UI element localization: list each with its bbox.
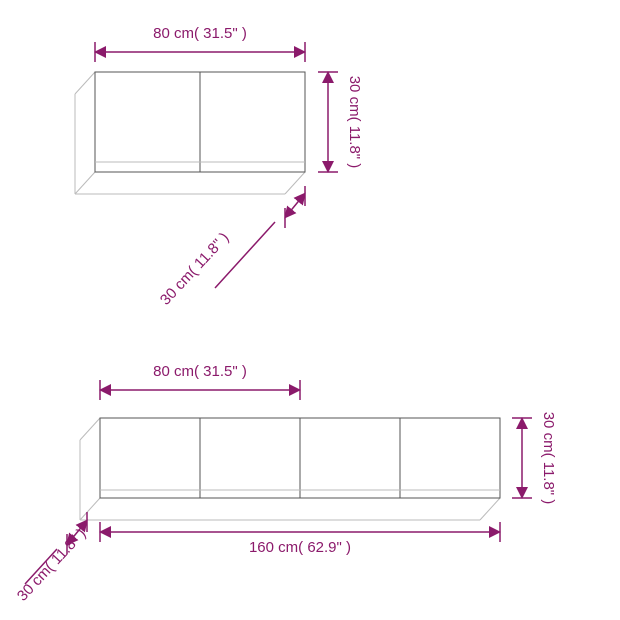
bottom-height-label: 30 cm( 11.8" ) [540,412,557,505]
top-height-label: 30 cm( 11.8" ) [346,76,363,169]
top-depth-label: 30 cm( 11.8" ) [157,229,233,308]
top-depth-dim: 30 cm( 11.8" ) [157,186,305,309]
bottom-unit-width-dim: 80 cm( 31.5" ) [100,363,300,400]
bottom-depth-dim: 30 cm( 11.8" ) [14,512,90,605]
top-cabinet [75,72,305,194]
bottom-height-dim: 30 cm( 11.8" ) [512,412,557,505]
bottom-depth-label: 30 cm( 11.8" ) [14,525,90,604]
bottom-total-width-dim: 160 cm( 62.9" ) [100,522,500,556]
bottom-total-width-label: 160 cm( 62.9" ) [249,539,351,556]
top-height-dim: 30 cm( 11.8" ) [318,72,363,172]
top-width-dim: 80 cm( 31.5" ) [95,25,305,62]
bottom-cabinet [80,418,500,520]
top-width-label: 80 cm( 31.5" ) [153,25,247,42]
bottom-unit-width-label: 80 cm( 31.5" ) [153,363,247,380]
